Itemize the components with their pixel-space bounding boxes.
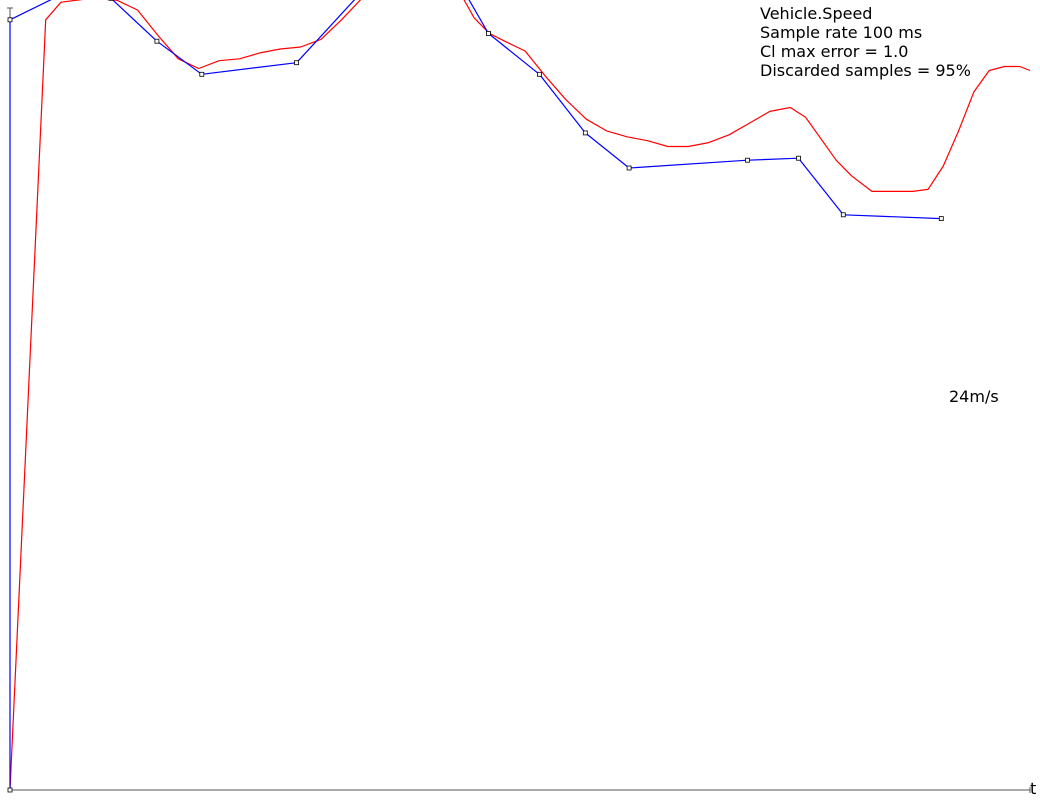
sample-rate: Sample rate 100 ms <box>760 23 923 42</box>
sample-point-marker <box>199 71 205 77</box>
sample-point-marker <box>7 787 13 793</box>
compressed-series-line <box>9 0 942 790</box>
x-axis-label: t <box>1030 779 1037 798</box>
speed-annotation: 24m/s <box>949 387 999 406</box>
sample-point-marker <box>485 30 491 36</box>
sample-point-marker <box>294 60 300 66</box>
max-error: Cl max error = 1.0 <box>760 42 909 61</box>
discarded-samples: Discarded samples = 95% <box>760 61 971 80</box>
sample-point-marker <box>840 212 846 218</box>
sample-point-marker <box>796 155 801 161</box>
sample-point-marker <box>582 130 588 136</box>
raw-series-line <box>9 0 1031 791</box>
sample-point-marker <box>154 38 160 44</box>
sample-point-marker <box>537 71 542 77</box>
sample-point-marker <box>745 157 750 163</box>
sample-point-marker <box>626 165 632 171</box>
signal-info: Vehicle.Speed Sample rate 100 ms Cl max … <box>760 4 971 80</box>
sample-point-marker <box>938 216 944 222</box>
sample-point-marker <box>7 17 13 23</box>
signal-name: Vehicle.Speed <box>760 4 873 23</box>
